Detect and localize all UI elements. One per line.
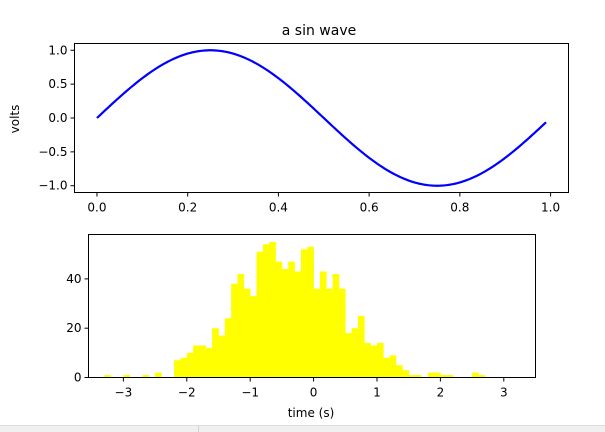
histogram-bar <box>357 315 365 378</box>
histogram-bar <box>243 288 251 378</box>
histogram-bar <box>307 246 314 378</box>
histogram-bar <box>231 283 238 378</box>
sine-y-tick-label: 0.5 <box>48 77 67 91</box>
histogram-x-tick-label: −1 <box>241 386 259 400</box>
histogram-bar <box>256 251 264 378</box>
histogram-axes: −3 −2 −1 0 1 2 3 0 20 40 time (s) <box>66 234 536 420</box>
histogram-bar <box>269 241 276 378</box>
histogram-bar <box>478 375 486 378</box>
histogram-bars <box>104 241 486 378</box>
histogram-x-ticks: −3 −2 −1 0 1 2 3 <box>115 377 508 400</box>
histogram-bar <box>319 271 327 378</box>
histogram-x-tick-label: 3 <box>500 386 508 400</box>
histogram-x-tick-label: 2 <box>437 386 445 400</box>
sine-y-tick-label: −1.0 <box>38 179 67 193</box>
histogram-bar <box>472 372 479 378</box>
histogram-y-ticks: 0 20 40 <box>66 272 89 385</box>
sine-x-tick-label: 0.2 <box>178 201 197 215</box>
histogram-bar <box>123 375 131 378</box>
histogram-bar <box>376 342 384 378</box>
histogram-bar <box>408 375 416 378</box>
histogram-bar <box>294 271 302 378</box>
histogram-bar <box>199 345 207 378</box>
histogram-y-tick-label: 0 <box>74 371 82 385</box>
histogram-bar <box>142 375 150 378</box>
sine-x-tick-label: 0.0 <box>87 201 106 215</box>
histogram-bar <box>193 345 200 378</box>
histogram-bar <box>250 296 257 378</box>
window-bottom-edge <box>0 425 605 432</box>
histogram-bar <box>434 372 441 378</box>
sine-x-ticks: 0.0 0.2 0.4 0.6 0.8 1.0 <box>87 192 560 215</box>
histogram-x-tick-label: −2 <box>178 386 196 400</box>
sine-series <box>96 49 547 187</box>
histogram-bar <box>218 335 226 378</box>
sine-line <box>96 49 547 187</box>
histogram-y-tick-label: 20 <box>66 321 81 335</box>
sine-chart-title: a sin wave <box>282 23 356 39</box>
histogram-bar <box>281 269 289 378</box>
histogram-x-tick-label: −3 <box>115 386 133 400</box>
sine-axes-frame <box>74 43 569 193</box>
sine-x-tick-label: 0.4 <box>269 201 288 215</box>
histogram-axes-frame <box>88 234 536 378</box>
histogram-bar <box>370 345 378 378</box>
histogram-bar <box>262 244 270 378</box>
histogram-bar <box>288 261 295 378</box>
window-bottom-separator <box>198 426 199 432</box>
histogram-bar <box>212 328 219 378</box>
histogram-bar <box>383 357 390 378</box>
histogram-bar <box>326 288 333 378</box>
histogram-bar <box>313 288 321 378</box>
histogram-y-tick-label: 40 <box>66 272 81 286</box>
histogram-bar <box>427 372 435 378</box>
histogram-bar <box>332 273 340 378</box>
histogram-bar <box>389 355 397 378</box>
sine-y-axis-label: volts <box>8 105 22 134</box>
sine-y-tick-label: −0.5 <box>38 145 67 159</box>
sine-x-tick-label: 0.8 <box>450 201 469 215</box>
histogram-bar <box>104 375 111 378</box>
histogram-bar <box>180 357 188 378</box>
histogram-bar <box>440 375 448 378</box>
histogram-x-axis-label: time (s) <box>288 406 335 420</box>
histogram-bar <box>364 342 371 378</box>
histogram-bar <box>446 375 454 378</box>
sine-y-tick-label: 0.0 <box>48 111 67 125</box>
sine-axes: a sin wave volts 0.0 0.2 0.4 0.6 0.8 1.0 −1.0… <box>8 23 569 215</box>
histogram-bar <box>186 352 194 378</box>
histogram-bar <box>155 372 162 378</box>
histogram-bar <box>402 370 409 378</box>
histogram-bar <box>351 328 359 378</box>
histogram-bar <box>205 347 213 378</box>
sine-x-tick-label: 0.6 <box>360 201 379 215</box>
histogram-bar <box>275 261 283 378</box>
sine-y-tick-label: 1.0 <box>48 43 67 57</box>
histogram-bar <box>345 333 352 378</box>
sine-y-ticks: −1.0 −0.5 0.0 0.5 1.0 <box>38 43 75 193</box>
histogram-bar <box>174 360 181 378</box>
histogram-bar <box>224 318 232 378</box>
histogram-x-tick-label: 0 <box>310 386 318 400</box>
histogram-bar <box>415 375 422 378</box>
histogram-x-tick-label: 1 <box>373 386 381 400</box>
histogram-bar <box>300 249 308 378</box>
sine-x-tick-label: 1.0 <box>541 201 560 215</box>
histogram-bar <box>338 288 346 378</box>
histogram-bar <box>237 273 245 378</box>
histogram-bar <box>396 365 403 378</box>
